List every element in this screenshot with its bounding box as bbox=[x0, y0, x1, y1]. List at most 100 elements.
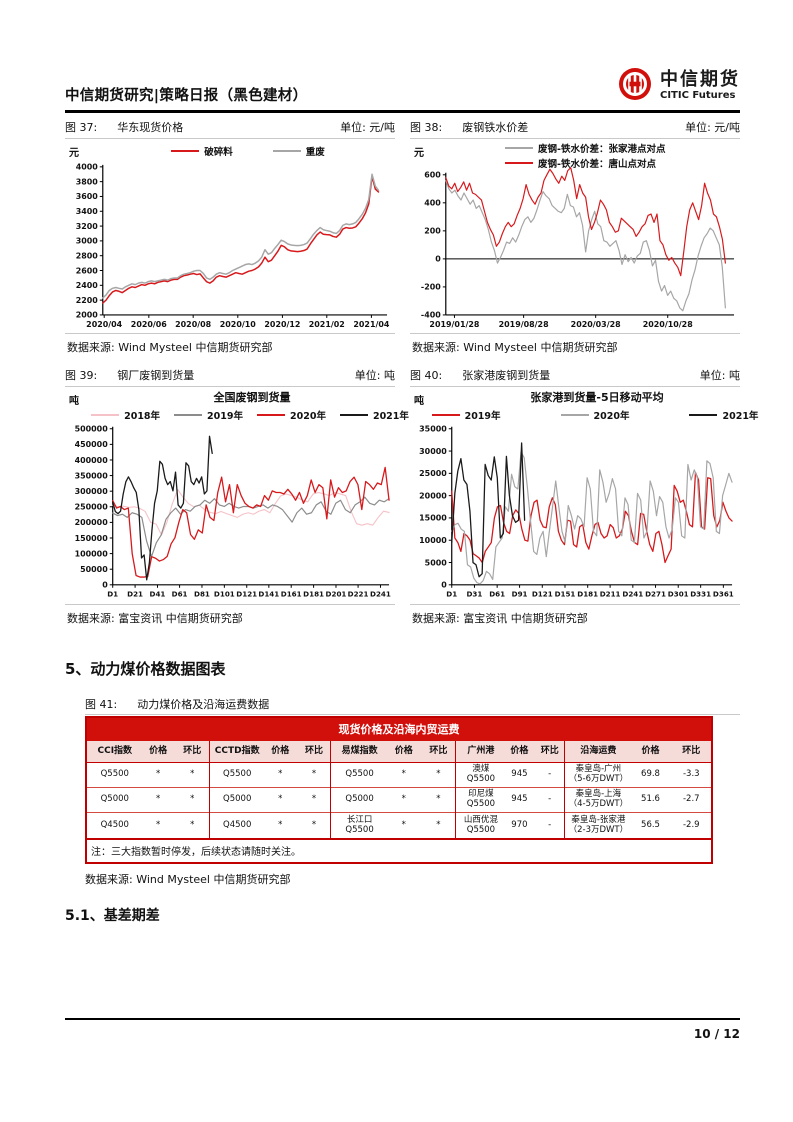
figure-39-chart-title: 全国废钢到货量 bbox=[213, 391, 291, 404]
figure-40-unit: 单位: 吨 bbox=[699, 369, 740, 382]
legend-item: 2020年 bbox=[560, 408, 630, 422]
figure-37-caption: 图 37: 华东现货价格 单位: 元/吨 bbox=[65, 116, 395, 139]
table-cell: 51.6 bbox=[641, 794, 660, 805]
svg-text:2200: 2200 bbox=[76, 296, 99, 305]
citic-logo: 中信期货 CITIC Futures bbox=[617, 66, 740, 106]
figure-37-unit: 单位: 元/吨 bbox=[340, 121, 395, 134]
table-row: Q4500 * * bbox=[210, 813, 331, 838]
legend-label: 2020年 bbox=[593, 411, 630, 422]
table-cell: 秦皇岛-张家港 （2-3万DWT） bbox=[568, 814, 629, 835]
figure-38-y-unit: 元 bbox=[414, 148, 424, 159]
svg-text:D61: D61 bbox=[172, 590, 188, 599]
svg-text:200000: 200000 bbox=[75, 518, 109, 527]
table-row: Q5500 * * bbox=[331, 763, 456, 788]
legend-swatch bbox=[505, 162, 533, 164]
figure-41-caption: 图 41: 动力煤价格及沿海运费数据 bbox=[85, 693, 740, 715]
table-header-cell: 广州港 bbox=[467, 746, 495, 757]
svg-text:3600: 3600 bbox=[76, 192, 99, 201]
legend-item: 2019年 bbox=[431, 408, 501, 422]
table-cell: -3.3 bbox=[682, 769, 700, 780]
table-group-0: CCI指数 价格 环比 Q5500 * * Q5000 * * Q4500 * * bbox=[87, 741, 209, 838]
figure-38-plot: -400 -200 0 200 400 600 2019/01/28 2019/08/28 20… bbox=[410, 141, 740, 336]
svg-text:3800: 3800 bbox=[76, 177, 99, 186]
table-group-header: 沿海运费 价格 环比 bbox=[565, 741, 711, 763]
table-cell: * bbox=[278, 769, 283, 780]
figure-37-legend: 破碎料 重废 bbox=[101, 144, 395, 158]
table-cell: 秦皇岛-上海 （4-5万DWT） bbox=[568, 789, 629, 809]
table-cell: 69.8 bbox=[641, 769, 660, 780]
chart-canvas-fig38: -400 -200 0 200 400 600 2019/01/28 2019/08/28 20… bbox=[421, 167, 735, 329]
table-cell: * bbox=[190, 819, 195, 830]
table-cell: Q5000 bbox=[100, 794, 129, 805]
table-cell: 56.5 bbox=[641, 819, 660, 830]
figure-39-plot: 0 50000 100000 150000 200000 250000 300000 3500… bbox=[65, 389, 395, 607]
svg-text:150000: 150000 bbox=[75, 534, 109, 543]
svg-text:D221: D221 bbox=[348, 590, 369, 599]
legend-swatch bbox=[91, 414, 120, 416]
legend-label: 重废 bbox=[305, 147, 325, 158]
legend-item: 重废 bbox=[272, 144, 325, 158]
figure-40-legend: 2019年 2020年 2021年 bbox=[431, 408, 758, 422]
table-cell: - bbox=[548, 769, 552, 780]
svg-text:300000: 300000 bbox=[75, 487, 109, 496]
figure-40-plot: 0 5000 10000 15000 20000 25000 30000 35000 D1 D31… bbox=[410, 389, 740, 607]
table-header-cell: 价格 bbox=[271, 746, 290, 757]
table-cell: * bbox=[401, 769, 406, 780]
table-cell: * bbox=[436, 769, 441, 780]
svg-text:2000: 2000 bbox=[76, 311, 99, 320]
svg-text:2020/08: 2020/08 bbox=[175, 320, 212, 329]
citic-logo-icon bbox=[617, 66, 653, 106]
figure-41-title: 动力煤价格及沿海运费数据 bbox=[137, 697, 270, 711]
table-header-cell: 环比 bbox=[305, 746, 324, 757]
figure-39-legend: 2018年 2019年 2020年 2021年 bbox=[91, 408, 409, 422]
svg-text:2021/02: 2021/02 bbox=[309, 320, 345, 329]
svg-text:D331: D331 bbox=[690, 590, 711, 599]
figure-38-legend: 废钢-铁水价差：张家港点对点 废钢-铁水价差：唐山点对点 bbox=[505, 141, 665, 170]
svg-text:D161: D161 bbox=[281, 590, 302, 599]
legend-swatch bbox=[431, 414, 460, 416]
svg-text:D61: D61 bbox=[489, 590, 505, 599]
svg-text:50000: 50000 bbox=[80, 565, 108, 574]
table-row: 印尼煤 Q5500 945 - bbox=[456, 788, 565, 813]
svg-text:0: 0 bbox=[441, 581, 447, 590]
table-row: 山西优混 Q5500 970 - bbox=[456, 813, 564, 838]
svg-text:D31: D31 bbox=[467, 590, 483, 599]
table-group-header: CCTD指数 价格 环比 bbox=[209, 741, 331, 763]
table-group-header: CCI指数 价格 环比 bbox=[87, 741, 209, 763]
figure-37-label: 图 37: bbox=[65, 121, 98, 134]
svg-text:4000: 4000 bbox=[76, 163, 99, 172]
legend-label: 2019年 bbox=[207, 411, 243, 422]
table-cell: * bbox=[401, 794, 406, 805]
legend-item: 破碎料 bbox=[171, 144, 233, 158]
table-header-cell: CCTD指数 bbox=[214, 746, 260, 757]
svg-text:D241: D241 bbox=[622, 590, 643, 599]
logo-name-cn: 中信期货 bbox=[660, 69, 740, 91]
table-header-cell: 易煤指数 bbox=[341, 746, 378, 757]
table-header-cell: 价格 bbox=[510, 746, 529, 757]
table-header-cell: 环比 bbox=[183, 746, 202, 757]
table-header-cell: 环比 bbox=[682, 746, 701, 757]
figure-40-chart-title: 张家港到货量-5日移动平均 bbox=[530, 391, 664, 404]
svg-text:D151: D151 bbox=[555, 590, 576, 599]
svg-text:-400: -400 bbox=[421, 311, 441, 320]
table-group-3: 广州港 价格 环比 澳煤 Q5500 945- 印尼煤 Q5500 945- 山西优混 Q55… bbox=[455, 741, 565, 838]
table-header-cell: 价格 bbox=[394, 746, 413, 757]
figure-37-plot: 2000 2200 2400 2600 2800 3000 3200 3400 3600 3800… bbox=[65, 141, 395, 336]
svg-text:0: 0 bbox=[435, 255, 441, 264]
table-cell: * bbox=[278, 794, 283, 805]
table-cell: 945 bbox=[511, 769, 528, 780]
legend-swatch bbox=[689, 414, 718, 416]
legend-swatch bbox=[505, 147, 533, 149]
page-footer: 10 / 12 bbox=[65, 1018, 740, 1041]
table-title: 现货价格及沿海内贸运费 bbox=[87, 718, 711, 741]
table-header-cell: 价格 bbox=[149, 746, 168, 757]
svg-text:3400: 3400 bbox=[76, 207, 99, 216]
figure-grid-bottom: 图 39: 钢厂废钢到货量 单位: 吨 吨 全国废钢到货量 2018年 2019年… bbox=[65, 364, 758, 632]
table-row: Q4500 * * bbox=[87, 813, 209, 838]
figure-40-title: 张家港废钢到货量 bbox=[462, 369, 551, 382]
table-cell: * bbox=[401, 819, 406, 830]
svg-text:D121: D121 bbox=[532, 590, 553, 599]
figure-grid-top: 图 37: 华东现货价格 单位: 元/吨 元 破碎料 重废 2000 2200 240… bbox=[65, 116, 740, 361]
svg-text:2019/01/28: 2019/01/28 bbox=[429, 320, 479, 329]
